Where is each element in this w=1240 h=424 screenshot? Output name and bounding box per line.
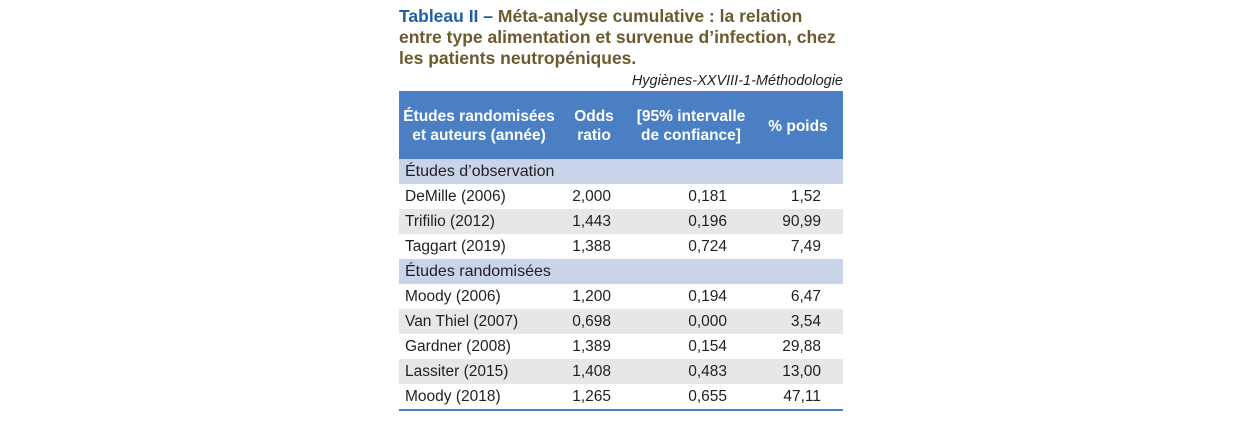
- cell-odds-ratio: 2,000: [559, 184, 629, 209]
- cell-odds-ratio: 1,200: [559, 284, 629, 309]
- cell-weight: 7,49: [753, 234, 843, 259]
- cell-ci: 0,181: [629, 184, 753, 209]
- cell-ci: 0,483: [629, 359, 753, 384]
- table-row: Moody (2018) 1,265 0,655 47,11: [399, 384, 843, 411]
- cell-study: Gardner (2008): [399, 334, 559, 359]
- table-title-lead: Tableau II –: [399, 6, 494, 26]
- group-label: Études randomisées: [399, 259, 843, 284]
- header-odds-ratio: Odds ratio: [559, 91, 629, 159]
- cell-study: Lassiter (2015): [399, 359, 559, 384]
- header-weight: % poids: [753, 91, 843, 159]
- cell-study: Moody (2006): [399, 284, 559, 309]
- table-row: Taggart (2019) 1,388 0,724 7,49: [399, 234, 843, 259]
- header-confidence-interval: [95% intervalle de confiance]: [629, 91, 753, 159]
- cell-study: DeMille (2006): [399, 184, 559, 209]
- table-row: Moody (2006) 1,200 0,194 6,47: [399, 284, 843, 309]
- cell-ci: 0,194: [629, 284, 753, 309]
- cell-study: Moody (2018): [399, 384, 559, 411]
- cell-odds-ratio: 1,408: [559, 359, 629, 384]
- cell-weight: 1,52: [753, 184, 843, 209]
- cell-ci: 0,655: [629, 384, 753, 411]
- table-row: Gardner (2008) 1,389 0,154 29,88: [399, 334, 843, 359]
- meta-analysis-table: Études randomisées et auteurs (année) Od…: [399, 91, 843, 411]
- cell-weight: 29,88: [753, 334, 843, 359]
- cell-study: Taggart (2019): [399, 234, 559, 259]
- cell-odds-ratio: 1,388: [559, 234, 629, 259]
- table-row: DeMille (2006) 2,000 0,181 1,52: [399, 184, 843, 209]
- cell-weight: 13,00: [753, 359, 843, 384]
- table-figure: Tableau II – Méta-analyse cumulative : l…: [399, 6, 843, 411]
- group-row-randomized: Études randomisées: [399, 259, 843, 284]
- table-row: Trifilio (2012) 1,443 0,196 90,99: [399, 209, 843, 234]
- cell-weight: 3,54: [753, 309, 843, 334]
- cell-weight: 6,47: [753, 284, 843, 309]
- header-study: Études randomisées et auteurs (année): [399, 91, 559, 159]
- cell-ci: 0,154: [629, 334, 753, 359]
- table-source: Hygiènes-XXVIII-1-Méthodologie: [631, 73, 843, 89]
- cell-ci: 0,000: [629, 309, 753, 334]
- group-row-observation: Études d’observation: [399, 159, 843, 184]
- cell-study: Trifilio (2012): [399, 209, 559, 234]
- cell-study: Van Thiel (2007): [399, 309, 559, 334]
- cell-odds-ratio: 1,389: [559, 334, 629, 359]
- group-label: Études d’observation: [399, 159, 843, 184]
- cell-odds-ratio: 1,265: [559, 384, 629, 411]
- cell-weight: 90,99: [753, 209, 843, 234]
- table-title-text: Méta-analyse cumulative : la relation en…: [399, 6, 836, 68]
- cell-weight: 47,11: [753, 384, 843, 411]
- table-title: Tableau II – Méta-analyse cumulative : l…: [399, 6, 843, 69]
- cell-ci: 0,724: [629, 234, 753, 259]
- table-row: Lassiter (2015) 1,408 0,483 13,00: [399, 359, 843, 384]
- table-header-row: Études randomisées et auteurs (année) Od…: [399, 91, 843, 159]
- cell-odds-ratio: 0,698: [559, 309, 629, 334]
- cell-odds-ratio: 1,443: [559, 209, 629, 234]
- cell-ci: 0,196: [629, 209, 753, 234]
- table-row: Van Thiel (2007) 0,698 0,000 3,54: [399, 309, 843, 334]
